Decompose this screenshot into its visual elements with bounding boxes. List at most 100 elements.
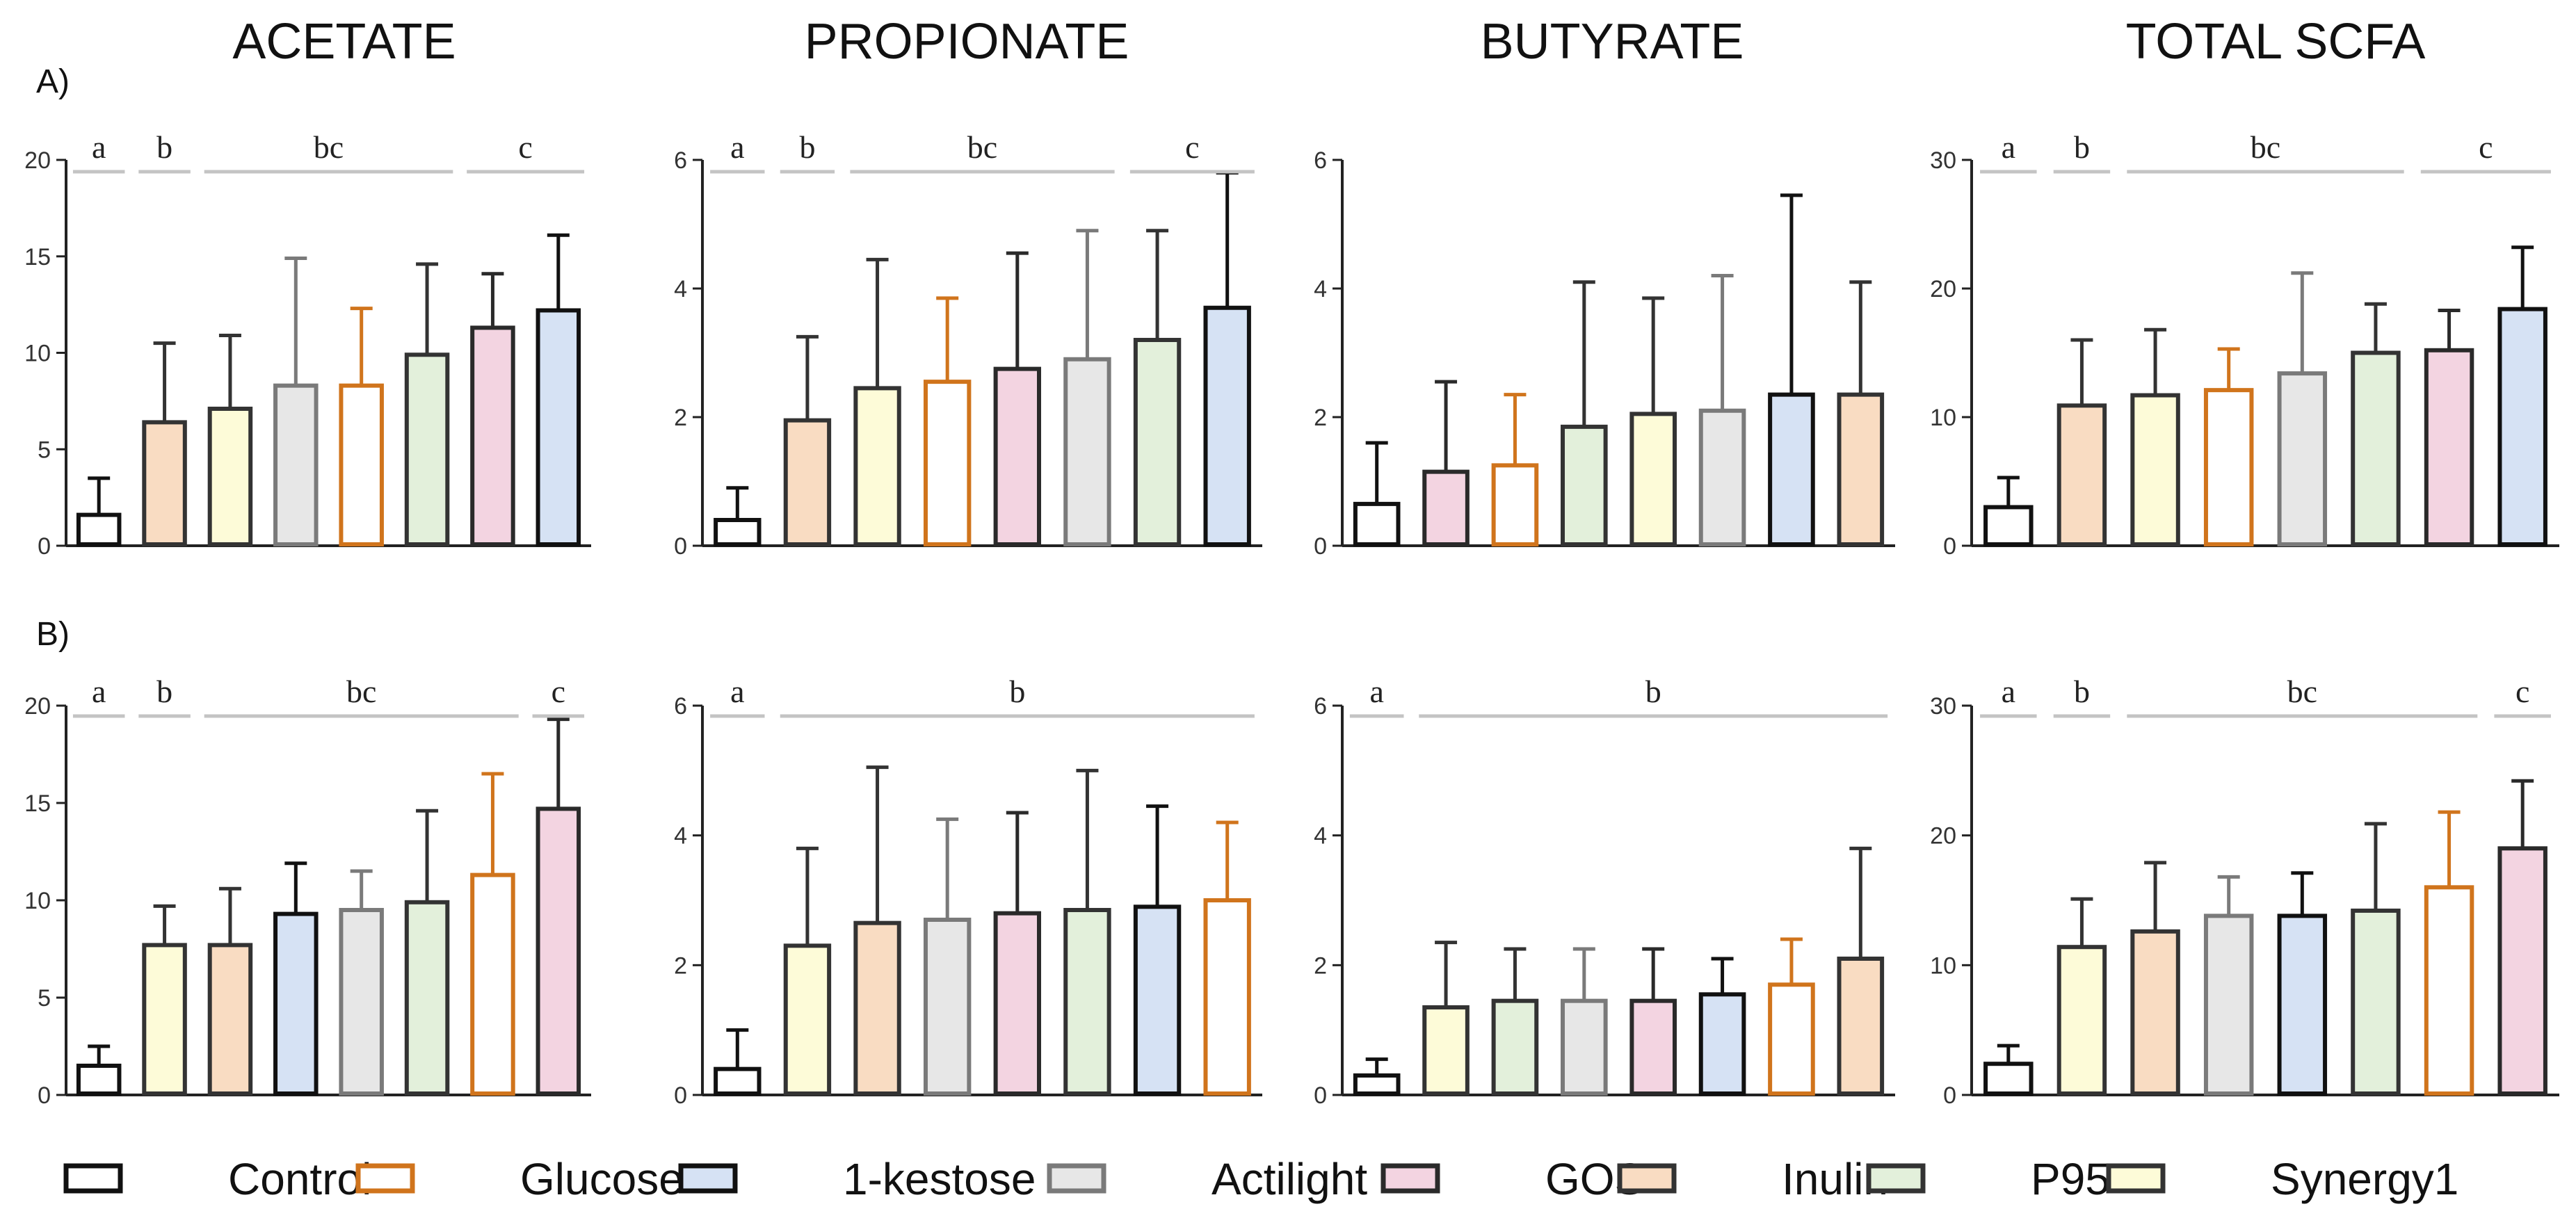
bar-synergy1 <box>142 943 187 1096</box>
bar-synergy1 <box>783 943 832 1096</box>
bar-1-kestose <box>2497 307 2547 546</box>
legend-label: P95 <box>2031 1154 2110 1204</box>
bar-inulin <box>853 920 901 1096</box>
panel-a-total-scfa: 0 10 20 30 a b bc c <box>1930 129 2559 560</box>
y-tick-label: 6 <box>1314 693 1327 720</box>
significance-letter: c <box>552 674 565 709</box>
bar-1-kestose <box>1133 904 1182 1096</box>
legend-item-inulin: Inulin <box>1617 1154 1888 1204</box>
legend-swatch <box>2106 1163 2166 1194</box>
bar-1-kestose <box>1698 992 1746 1096</box>
y-tick-label: 10 <box>1930 952 1956 979</box>
legend-swatch <box>1047 1163 1106 1194</box>
bar-1-kestose <box>273 911 319 1096</box>
y-tick-label: 10 <box>24 888 51 914</box>
bar-inulin <box>783 418 832 546</box>
bar-gos <box>1629 998 1677 1096</box>
bar-p95 <box>2351 908 2401 1096</box>
bar-control <box>714 1066 762 1096</box>
y-tick-label: 30 <box>1930 693 1956 720</box>
y-tick-label: 0 <box>1943 533 1956 560</box>
legend-item-glucose: Glucose <box>355 1154 684 1204</box>
y-tick-label: 20 <box>1930 823 1956 850</box>
bar-inulin <box>2056 403 2107 546</box>
y-tick-label: 15 <box>24 244 51 270</box>
bar-inulin <box>142 420 187 547</box>
column-title-propionate: PROPIONATE <box>805 14 1129 70</box>
bar-actilight <box>339 908 384 1096</box>
significance-letter: b <box>1009 674 1025 709</box>
legend-swatch <box>1380 1163 1440 1194</box>
y-tick-label: 4 <box>1314 823 1327 850</box>
bar-control <box>76 512 122 546</box>
column-title-butyrate: BUTYRATE <box>1481 14 1744 70</box>
legend-swatch <box>1866 1163 1926 1194</box>
bar-gos <box>1422 469 1470 546</box>
bar-1-kestose <box>1768 392 1815 546</box>
bar-gos <box>2424 348 2474 546</box>
y-tick-label: 6 <box>674 147 687 174</box>
column-title-acetate: ACETATE <box>232 14 456 70</box>
significance-letter: bc <box>2251 129 2280 165</box>
bar-synergy1 <box>207 406 253 546</box>
significance-letter: b <box>156 129 172 165</box>
legend-item-actilight: Actilight <box>1047 1154 1367 1204</box>
bar-1-kestose <box>1203 305 1251 546</box>
significance-letter: b <box>2074 674 2090 709</box>
bar-inulin <box>1837 957 1885 1096</box>
y-tick-label: 20 <box>24 147 51 174</box>
bar-gos <box>536 806 581 1096</box>
significance-letter: b <box>1645 674 1661 709</box>
legend-label: Glucose <box>520 1154 684 1204</box>
bar-inulin <box>2130 929 2180 1096</box>
significance-letter: c <box>1185 129 1199 165</box>
bar-actilight <box>273 383 319 546</box>
bar-synergy1 <box>1422 1005 1470 1096</box>
significance-letter: a <box>92 674 106 709</box>
bar-p95 <box>404 352 450 546</box>
legend: Control Glucose 1-kestose Actilight GOS Inuli… <box>63 1154 2458 1204</box>
significance-letter: bc <box>346 674 376 709</box>
significance-letter: a <box>2002 674 2015 709</box>
bar-actilight <box>2277 371 2328 546</box>
bar-actilight <box>1063 357 1111 546</box>
bar-actilight <box>1561 998 1608 1096</box>
bar-glucose <box>1768 982 1815 1096</box>
bar-p95 <box>1561 424 1608 546</box>
y-tick-label: 2 <box>1314 405 1327 431</box>
bar-control <box>1353 501 1401 546</box>
y-tick-label: 4 <box>674 276 687 302</box>
bar-glucose <box>2203 388 2254 547</box>
panel-b-acetate: 0 5 10 15 20 a b bc c <box>24 674 591 1109</box>
significance-letter: a <box>730 129 744 165</box>
legend-swatch <box>63 1163 123 1194</box>
y-tick-label: 0 <box>38 533 51 560</box>
column-title-total-scfa: TOTAL SCFA <box>2126 14 2426 70</box>
significance-letter: bc <box>2287 674 2317 709</box>
y-tick-label: 4 <box>1314 276 1327 302</box>
legend-item-synergy1: Synergy1 <box>2106 1154 2458 1204</box>
bar-control <box>714 518 762 546</box>
y-tick-label: 15 <box>24 790 51 817</box>
bar-actilight <box>2203 914 2254 1096</box>
bar-synergy1 <box>1629 412 1677 546</box>
bar-glucose <box>2424 885 2474 1096</box>
significance-letter: a <box>92 129 106 165</box>
bar-actilight <box>923 918 972 1096</box>
panel-b-propionate: 0 2 4 6 a b <box>674 674 1262 1109</box>
y-tick-label: 30 <box>1930 147 1956 174</box>
row-label-a: A) <box>36 63 70 100</box>
legend-swatch <box>355 1163 415 1194</box>
bar-gos <box>993 366 1042 546</box>
bar-p95 <box>1133 338 1182 546</box>
significance-letter: c <box>518 129 532 165</box>
y-tick-label: 10 <box>1930 405 1956 431</box>
bar-glucose <box>339 383 384 546</box>
legend-label: Actilight <box>1211 1154 1367 1204</box>
y-tick-label: 0 <box>1943 1082 1956 1109</box>
bar-glucose <box>1203 898 1251 1096</box>
bar-glucose <box>470 872 515 1096</box>
significance-letter: a <box>730 674 744 709</box>
bar-gos <box>993 911 1042 1096</box>
